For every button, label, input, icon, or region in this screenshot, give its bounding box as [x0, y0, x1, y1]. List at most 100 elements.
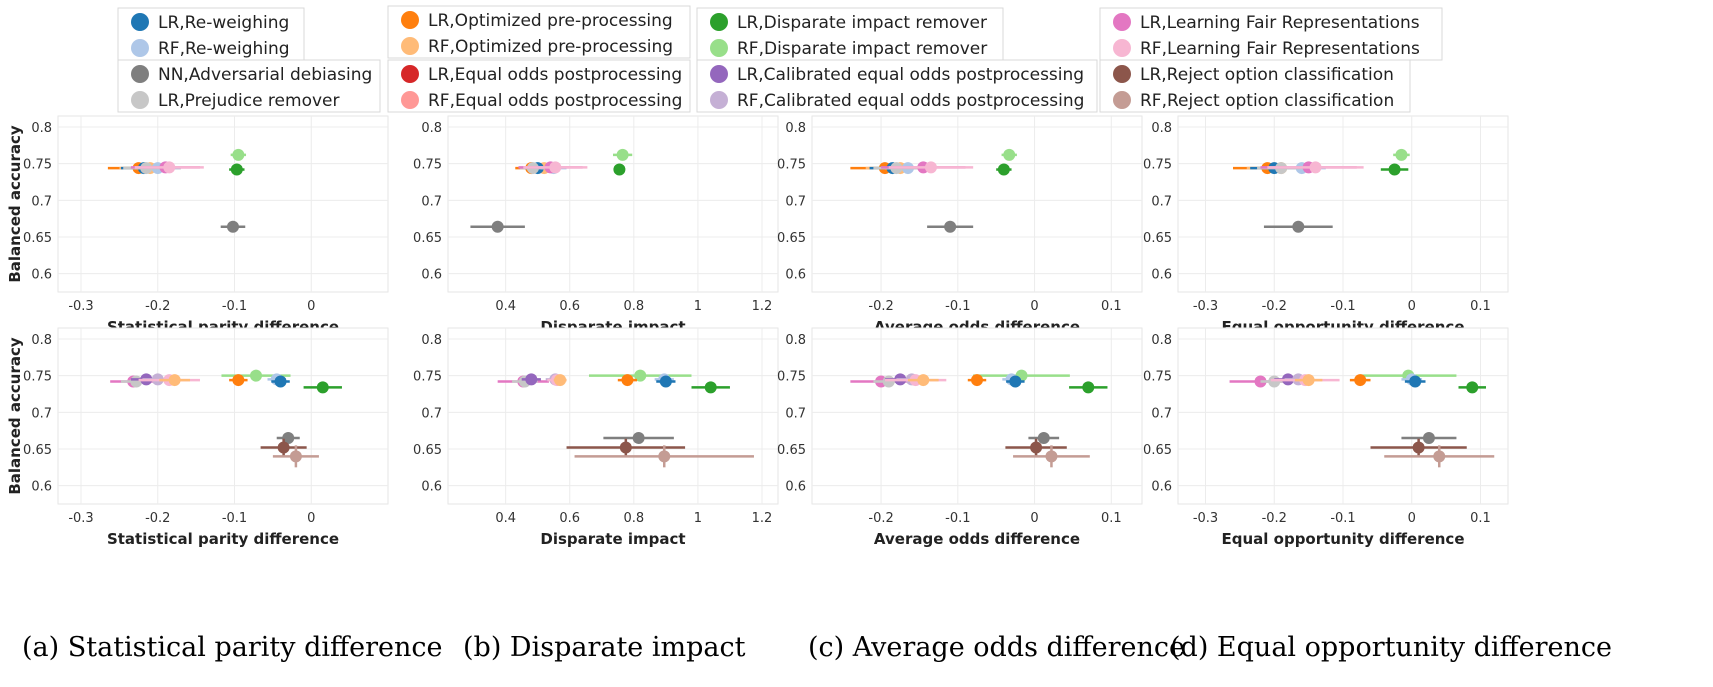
y-tick-label: 0.7 — [785, 406, 806, 421]
data-point-rf-optimized-pre-processing — [159, 374, 190, 387]
data-point-rf-reject-option-classification — [272, 445, 319, 468]
legend-marker-lr-calibrated-equal-odds-postprocessing — [710, 65, 728, 83]
legend-marker-rf-re-weighing — [131, 39, 149, 57]
marker-rf-reject-option-classification — [1045, 450, 1058, 463]
marker-lr-re-weighing — [1409, 375, 1422, 388]
data-point-nn-adversarial-debiasing — [1263, 220, 1333, 233]
data-point-lr-disparate-impact-remover — [996, 163, 1012, 176]
x-axis-label: Equal opportunity difference — [1222, 530, 1465, 548]
x-tick-label: -0.2 — [145, 299, 170, 314]
y-axis-label: Balanced accuracy — [6, 125, 24, 283]
data-point-rf-disparate-impact-remover — [1001, 148, 1017, 161]
y-tick-label: 0.75 — [413, 370, 442, 385]
x-tick-label: 1 — [694, 299, 702, 314]
legend-label-rf-re-weighing: RF,Re-weighing — [158, 39, 290, 59]
marker-lr-calibrated-equal-odds-postprocessing — [525, 373, 538, 386]
marker-nn-adversarial-debiasing — [491, 220, 504, 233]
legend-marker-rf-reject-option-classification — [1113, 91, 1131, 109]
marker-rf-disparate-impact-remover — [1003, 148, 1016, 161]
legend-label-rf-calibrated-equal-odds-postprocessing: RF,Calibrated equal odds postprocessing — [737, 91, 1084, 111]
legend-marker-lr-prejudice-remover — [131, 91, 149, 109]
data-point-lr-reject-option-classification — [1005, 438, 1067, 457]
caption-c: (c) Average odds difference — [808, 632, 1185, 663]
x-tick-label: 0 — [1408, 299, 1416, 314]
marker-lr-re-weighing — [659, 375, 672, 388]
data-point-nn-adversarial-debiasing — [1028, 432, 1060, 444]
marker-rf-learning-fair-representations — [549, 161, 562, 174]
legend-marker-rf-optimized-pre-processing — [401, 37, 419, 55]
x-tick-label: -0.2 — [868, 299, 893, 314]
plot-area — [811, 327, 1143, 505]
y-axis-label: Balanced accuracy — [6, 337, 24, 495]
x-tick-label: -0.2 — [868, 511, 893, 526]
legend-marker-lr-learning-fair-representations — [1113, 13, 1131, 31]
y-tick-label: 0.6 — [421, 480, 442, 495]
x-tick-label: -0.2 — [1262, 299, 1287, 314]
y-tick-label: 0.65 — [777, 231, 806, 246]
legend-marker-rf-learning-fair-representations — [1113, 39, 1131, 57]
marker-lr-re-weighing — [1009, 375, 1022, 388]
x-tick-label: 0 — [1030, 299, 1038, 314]
legend-label-rf-learning-fair-representations: RF,Learning Fair Representations — [1140, 39, 1420, 59]
plot-area — [447, 115, 779, 293]
legend-marker-lr-reject-option-classification — [1113, 65, 1131, 83]
x-tick-label: -0.3 — [1193, 299, 1218, 314]
plot-area — [57, 327, 389, 505]
y-tick-label: 0.7 — [421, 406, 442, 421]
legend-label-rf-equal-odds-postprocessing: RF,Equal odds postprocessing — [428, 91, 682, 111]
marker-rf-disparate-impact-remover — [634, 369, 647, 382]
legend: LR,Re-weighing RF,Re-weighing LR,Optimized… — [0, 0, 1713, 120]
y-tick-label: 0.8 — [31, 333, 52, 348]
x-tick-label: 1.2 — [752, 511, 773, 526]
legend-label-rf-optimized-pre-processing: RF,Optimized pre-processing — [428, 37, 673, 57]
legend-svg: LR,Re-weighing RF,Re-weighing LR,Optimized… — [117, 5, 1443, 113]
legend-label-rf-reject-option-classification: RF,Reject option classification — [1140, 91, 1394, 111]
y-tick-label: 0.75 — [23, 158, 52, 173]
marker-lr-reject-option-classification — [1412, 441, 1425, 454]
charts-svg: 0.6 0.65 0.7 0.75 0.8 -0.3 -0.2 -0.1 0 Statistica… — [6, 115, 1509, 548]
y-tick-label: 0.65 — [1143, 231, 1172, 246]
marker-nn-adversarial-debiasing — [944, 220, 957, 233]
data-point-rf-learning-fair-representations — [1267, 161, 1364, 174]
data-point-lr-disparate-impact-remover — [613, 163, 626, 176]
marker-rf-disparate-impact-remover — [232, 148, 245, 161]
marker-rf-optimized-pre-processing — [168, 374, 181, 387]
data-point-lr-optimized-pre-processing — [617, 374, 638, 387]
data-point-rf-optimized-pre-processing — [907, 374, 939, 387]
chart-panel-1: 0.60.650.70.750.8-0.3 -0.2 -0.1 0Statistica… — [6, 115, 389, 336]
data-point-nn-adversarial-debiasing — [1401, 432, 1457, 444]
marker-nn-adversarial-debiasing — [1422, 432, 1435, 444]
y-tick-label: 0.7 — [31, 406, 52, 421]
marker-lr-disparate-impact-remover — [316, 381, 329, 394]
data-point-lr-re-weighing — [1404, 375, 1426, 388]
legend-label-lr-re-weighing: LR,Re-weighing — [158, 13, 289, 33]
x-tick-label: 0.1 — [1470, 511, 1491, 526]
legend-label-lr-disparate-impact-remover: LR,Disparate impact remover — [737, 13, 987, 33]
x-tick-label: 0.1 — [1470, 299, 1491, 314]
data-point-lr-optimized-pre-processing — [1349, 374, 1371, 387]
legend-label-lr-learning-fair-representations: LR,Learning Fair Representations — [1140, 13, 1420, 33]
data-point-rf-disparate-impact-remover — [613, 148, 633, 161]
x-tick-label: -0.1 — [1330, 511, 1355, 526]
data-point-nn-adversarial-debiasing — [603, 432, 674, 444]
x-tick-label: 0.8 — [623, 511, 644, 526]
x-axis-label: Average odds difference — [874, 530, 1080, 548]
data-point-nn-adversarial-debiasing — [470, 220, 525, 233]
legend-label-lr-calibrated-equal-odds-postprocessing: LR,Calibrated equal odds postprocessing — [737, 65, 1084, 85]
y-tick-label: 0.65 — [23, 231, 52, 246]
x-axis-label: Statistical parity difference — [107, 530, 339, 548]
chart-panel-5: 0.6 0.65 0.7 0.75 0.8 -0.3 -0.2 -0.1 0 Statistica… — [6, 327, 389, 548]
caption-a: (a) Statistical parity difference — [22, 632, 443, 663]
x-tick-label: -0.3 — [1193, 511, 1218, 526]
data-point-rf-optimized-pre-processing — [1294, 374, 1323, 387]
plot-area — [57, 115, 389, 293]
marker-lr-optimized-pre-processing — [621, 374, 634, 387]
caption-d: (d) Equal opportunity difference — [1170, 632, 1613, 663]
y-tick-label: 0.7 — [421, 194, 442, 209]
legend-marker-rf-disparate-impact-remover — [710, 39, 728, 57]
y-tick-label: 0.7 — [1151, 406, 1172, 421]
y-tick-label: 0.65 — [1143, 443, 1172, 458]
data-point-lr-disparate-impact-remover — [1380, 163, 1409, 176]
legend-marker-rf-equal-odds-postprocessing — [401, 91, 419, 109]
